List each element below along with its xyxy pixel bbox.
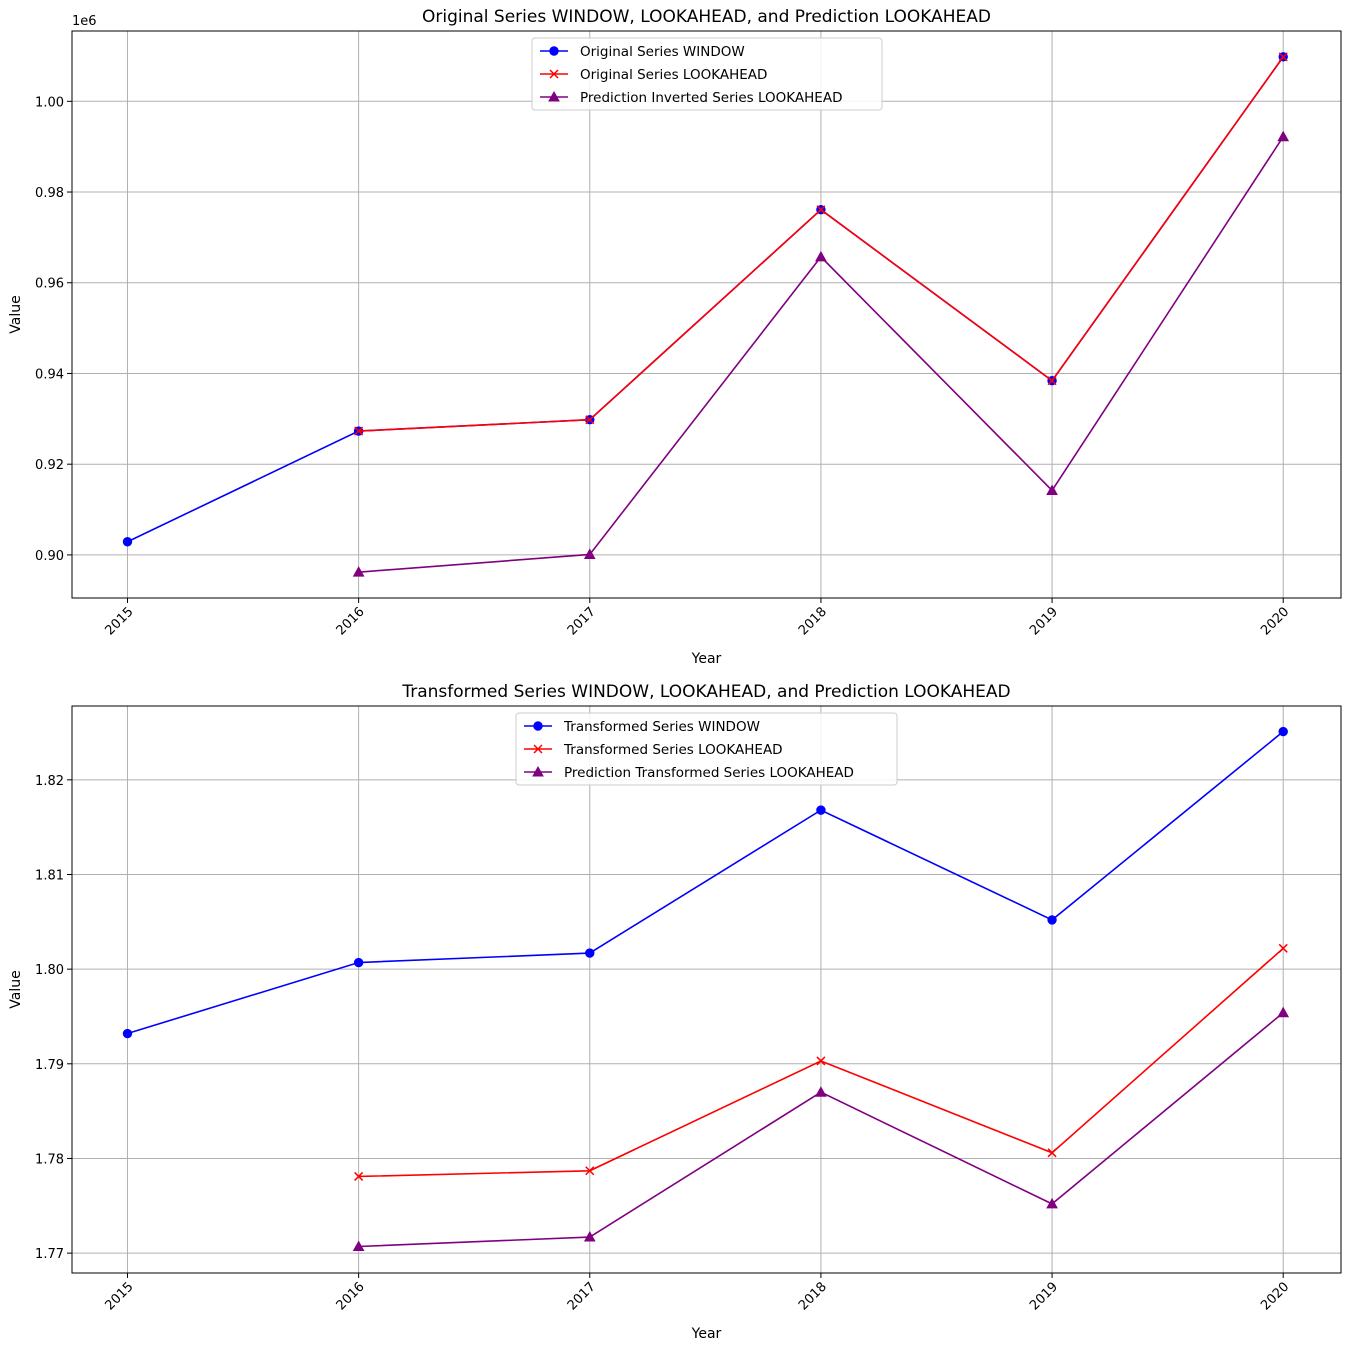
x-tick-label: 2018 <box>796 1279 830 1313</box>
legend-item: Transformed Series LOOKAHEAD <box>524 742 783 758</box>
data-point <box>1046 484 1058 495</box>
legend-marker <box>549 69 559 79</box>
y-tick-label: 0.98 <box>35 186 64 201</box>
legend-box <box>531 37 883 111</box>
series-3 <box>352 130 1290 577</box>
grid <box>72 31 1341 598</box>
legend-marker <box>548 90 560 102</box>
series-3 <box>352 1006 1290 1251</box>
y-tick-label: 1.00 <box>35 95 64 110</box>
x-axis-label: Year <box>691 651 722 667</box>
y-tick-label: 1.78 <box>35 1152 64 1167</box>
series-2 <box>354 943 1288 1181</box>
legend-box <box>515 712 898 786</box>
y-tick-label: 0.92 <box>35 458 64 473</box>
x-tick-label: 2016 <box>334 604 368 638</box>
y-tick-label: 0.94 <box>35 367 64 382</box>
x-tick-label: 2015 <box>103 604 137 638</box>
y-tick-label: 0.90 <box>35 549 64 564</box>
data-point <box>816 205 826 215</box>
legend-item: Transformed Series WINDOW <box>524 719 760 735</box>
data-point <box>585 1166 595 1176</box>
data-point <box>354 1171 364 1181</box>
data-point <box>354 426 364 436</box>
y-tick-label: 1.80 <box>35 963 64 978</box>
data-point <box>1047 376 1057 386</box>
data-point <box>1277 1006 1290 1018</box>
data-point <box>352 566 365 577</box>
legend-item: Original Series WINDOW <box>540 44 745 60</box>
x-tick-label: 2015 <box>103 1279 137 1313</box>
legend-label: Original Series LOOKAHEAD <box>580 67 767 83</box>
series-2 <box>354 52 1288 436</box>
data-point <box>816 805 826 815</box>
axes-frame <box>71 705 1342 1274</box>
chart-panel-2: 2015 2016 2017 2018 2019 2020 1.77 1.78 1.79 1.80… <box>8 682 1342 1342</box>
legend-marker <box>533 744 543 754</box>
data-point <box>1047 1148 1057 1158</box>
legend-marker <box>533 721 543 731</box>
x-tick-label: 2019 <box>1027 1279 1061 1313</box>
grid <box>72 706 1341 1273</box>
legend-label: Original Series WINDOW <box>580 44 745 60</box>
chart-panel-1: 2015 2016 2017 2018 2019 2020 0.90 0.92 0.94 0.96… <box>8 7 1342 667</box>
x-tick-label: 2016 <box>334 1279 368 1313</box>
y-tick-label: 1.79 <box>35 1058 64 1073</box>
y-tick-label: 1.77 <box>35 1247 64 1262</box>
series-line <box>127 730 1284 1035</box>
data-point <box>585 948 595 958</box>
data-point <box>1278 52 1288 62</box>
data-point <box>815 1086 827 1097</box>
legend-label: Prediction Transformed Series LOOKAHEAD <box>564 765 854 781</box>
axes-frame <box>71 30 1342 599</box>
data-point <box>1047 915 1057 925</box>
legend-item: Prediction Transformed Series LOOKAHEAD <box>524 765 854 781</box>
data-point <box>1278 943 1288 953</box>
legend-item: Prediction Inverted Series LOOKAHEAD <box>540 90 842 106</box>
y-tick-label: 1.82 <box>35 774 64 789</box>
data-point <box>1046 1197 1058 1209</box>
x-tick-label: 2017 <box>565 1279 599 1313</box>
data-point <box>352 1240 365 1251</box>
data-point <box>122 537 133 547</box>
data-point <box>583 1231 596 1242</box>
legend: Original Series WINDOW Original Series LO… <box>531 37 883 111</box>
series-1 <box>122 726 1288 1039</box>
legend: Transformed Series WINDOW Transformed Ser… <box>515 712 898 786</box>
y-tick-label: 1.81 <box>35 868 64 883</box>
data-point <box>583 548 596 559</box>
x-tick-label: 2019 <box>1027 604 1061 638</box>
y-axis-label: Value <box>8 295 24 333</box>
data-point <box>122 1028 133 1039</box>
y-axis-label: Value <box>8 970 24 1008</box>
legend-marker <box>532 765 544 777</box>
data-point <box>1277 130 1290 142</box>
series-1 <box>122 52 1288 547</box>
data-point <box>1278 726 1288 737</box>
data-point <box>816 1056 826 1066</box>
x-tick-label: 2017 <box>565 604 599 638</box>
chart-title: Transformed Series WINDOW, LOOKAHEAD, an… <box>401 682 1010 702</box>
data-point <box>585 415 595 425</box>
x-axis-label: Year <box>691 1326 722 1342</box>
x-tick-label: 2020 <box>1258 1279 1292 1313</box>
x-tick-label: 2020 <box>1258 604 1292 638</box>
legend-marker <box>549 46 559 56</box>
x-tick-label: 2018 <box>796 604 830 638</box>
data-point <box>353 957 364 968</box>
legend-label: Transformed Series WINDOW <box>563 719 760 735</box>
chart-title: Original Series WINDOW, LOOKAHEAD, and P… <box>422 7 991 27</box>
y-tick-label: 0.96 <box>35 277 64 292</box>
legend-item: Original Series LOOKAHEAD <box>540 67 767 83</box>
y-offset-label: 1e6 <box>72 14 97 29</box>
legend-label: Prediction Inverted Series LOOKAHEAD <box>580 90 842 106</box>
data-point <box>815 250 827 262</box>
legend-label: Transformed Series LOOKAHEAD <box>563 742 783 758</box>
